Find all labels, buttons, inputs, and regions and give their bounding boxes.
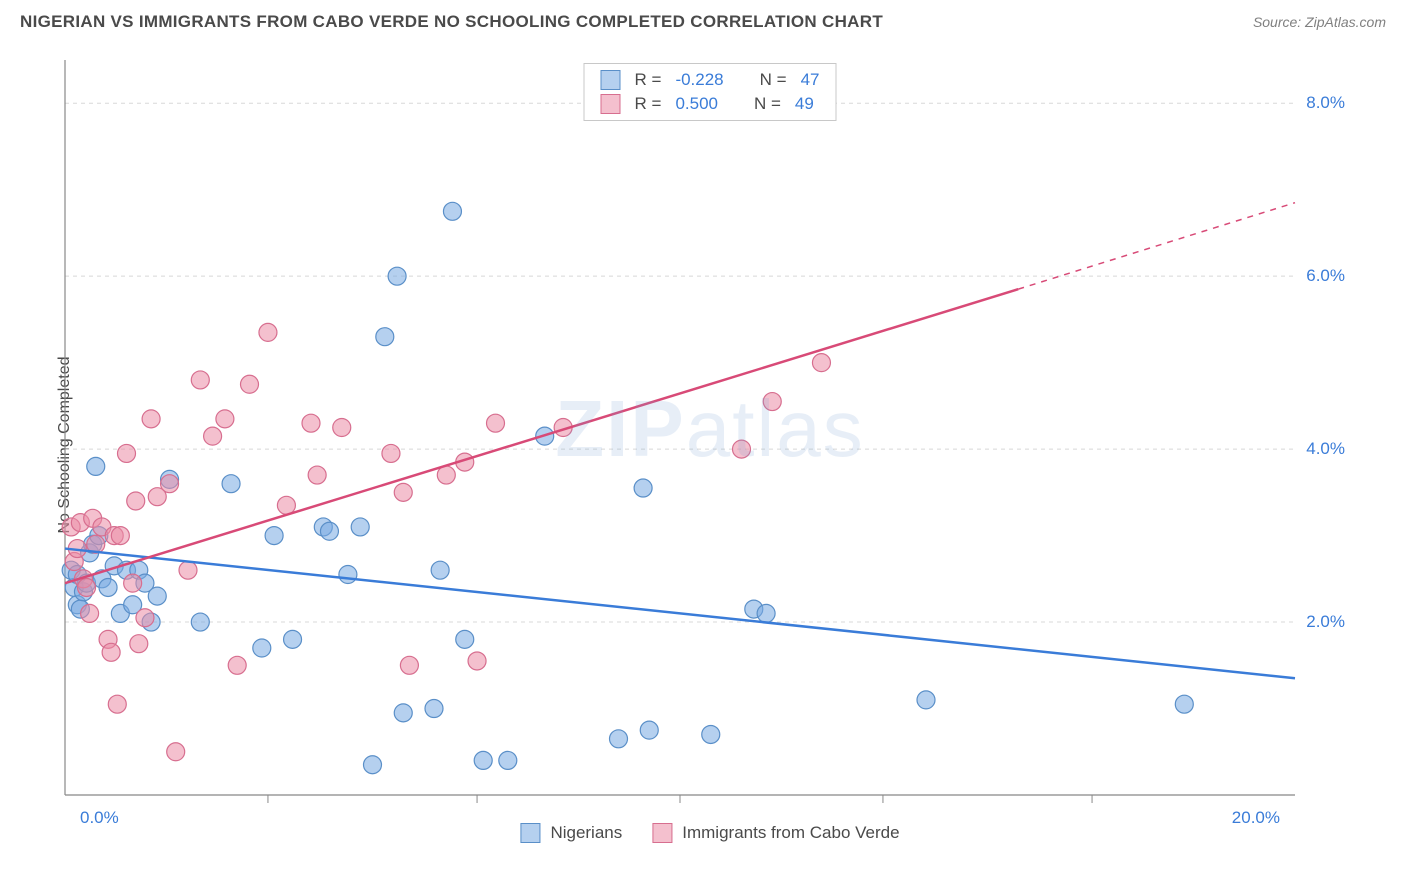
y-tick-label: 4.0%	[1306, 439, 1345, 458]
scatter-point	[142, 410, 160, 428]
scatter-point	[634, 479, 652, 497]
scatter-point	[87, 457, 105, 475]
scatter-point	[118, 444, 136, 462]
scatter-point	[456, 630, 474, 648]
scatter-point	[487, 414, 505, 432]
scatter-point	[468, 652, 486, 670]
scatter-point	[228, 656, 246, 674]
n-value: 49	[795, 94, 814, 114]
scatter-point	[733, 440, 751, 458]
chart-area: No Schooling Completed ZIPatlas 2.0%4.0%…	[55, 55, 1365, 835]
scatter-point	[108, 695, 126, 713]
scatter-point	[388, 267, 406, 285]
scatter-point	[222, 475, 240, 493]
scatter-point	[320, 522, 338, 540]
scatter-point	[425, 700, 443, 718]
scatter-point	[333, 419, 351, 437]
scatter-point	[364, 756, 382, 774]
scatter-point	[499, 751, 517, 769]
n-value: 47	[801, 70, 820, 90]
legend-row: R = 0.500 N = 49	[601, 94, 820, 114]
scatter-point	[111, 527, 129, 545]
scatter-point	[302, 414, 320, 432]
y-tick-label: 2.0%	[1306, 612, 1345, 631]
trend-line	[65, 549, 1295, 679]
scatter-point	[610, 730, 628, 748]
x-tick-label: 0.0%	[80, 808, 119, 827]
scatter-plot: 2.0% 4.0% 6.0% 8.0% 0.0% 20.0%	[55, 55, 1365, 835]
scatter-point	[394, 483, 412, 501]
scatter-point	[99, 578, 117, 596]
scatter-point	[191, 371, 209, 389]
scatter-point	[474, 751, 492, 769]
series-legend: Nigerians Immigrants from Cabo Verde	[520, 823, 899, 843]
scatter-point	[148, 587, 166, 605]
series-legend-item: Nigerians	[520, 823, 622, 843]
scatter-point	[394, 704, 412, 722]
scatter-point	[339, 566, 357, 584]
scatter-point	[130, 635, 148, 653]
scatter-point	[917, 691, 935, 709]
scatter-point	[259, 323, 277, 341]
scatter-point	[265, 527, 283, 545]
y-tick-label: 6.0%	[1306, 266, 1345, 285]
series-legend-item: Immigrants from Cabo Verde	[652, 823, 899, 843]
scatter-point	[124, 574, 142, 592]
series-label: Immigrants from Cabo Verde	[682, 823, 899, 843]
r-value: -0.228	[675, 70, 723, 90]
legend-swatch	[520, 823, 540, 843]
scatter-point	[136, 609, 154, 627]
scatter-point	[382, 444, 400, 462]
source-attribution: Source: ZipAtlas.com	[1253, 14, 1386, 30]
series-label: Nigerians	[550, 823, 622, 843]
scatter-point	[702, 725, 720, 743]
correlation-legend: R = -0.228 N = 47 R = 0.500 N = 49	[584, 63, 837, 121]
chart-title: NIGERIAN VS IMMIGRANTS FROM CABO VERDE N…	[20, 12, 883, 32]
scatter-point	[241, 375, 259, 393]
scatter-point	[127, 492, 145, 510]
scatter-point	[161, 475, 179, 493]
n-label: N =	[760, 70, 787, 90]
r-label: R =	[635, 94, 662, 114]
n-label: N =	[754, 94, 781, 114]
scatter-point	[400, 656, 418, 674]
scatter-point	[351, 518, 369, 536]
x-tick-label: 20.0%	[1232, 808, 1280, 827]
y-tick-label: 8.0%	[1306, 93, 1345, 112]
scatter-point	[284, 630, 302, 648]
legend-row: R = -0.228 N = 47	[601, 70, 820, 90]
legend-swatch	[601, 70, 621, 90]
scatter-point	[757, 604, 775, 622]
scatter-point	[763, 393, 781, 411]
scatter-point	[376, 328, 394, 346]
scatter-point	[167, 743, 185, 761]
chart-header: NIGERIAN VS IMMIGRANTS FROM CABO VERDE N…	[0, 0, 1406, 40]
scatter-point	[179, 561, 197, 579]
r-value: 0.500	[675, 94, 718, 114]
scatter-point	[102, 643, 120, 661]
r-label: R =	[635, 70, 662, 90]
legend-swatch	[652, 823, 672, 843]
scatter-point	[78, 578, 96, 596]
scatter-point	[1175, 695, 1193, 713]
scatter-point	[431, 561, 449, 579]
scatter-point	[253, 639, 271, 657]
scatter-point	[204, 427, 222, 445]
scatter-point	[812, 354, 830, 372]
scatter-point	[443, 202, 461, 220]
scatter-point	[81, 604, 99, 622]
legend-swatch	[601, 94, 621, 114]
scatter-point	[191, 613, 209, 631]
scatter-point	[640, 721, 658, 739]
scatter-point	[308, 466, 326, 484]
scatter-point	[216, 410, 234, 428]
